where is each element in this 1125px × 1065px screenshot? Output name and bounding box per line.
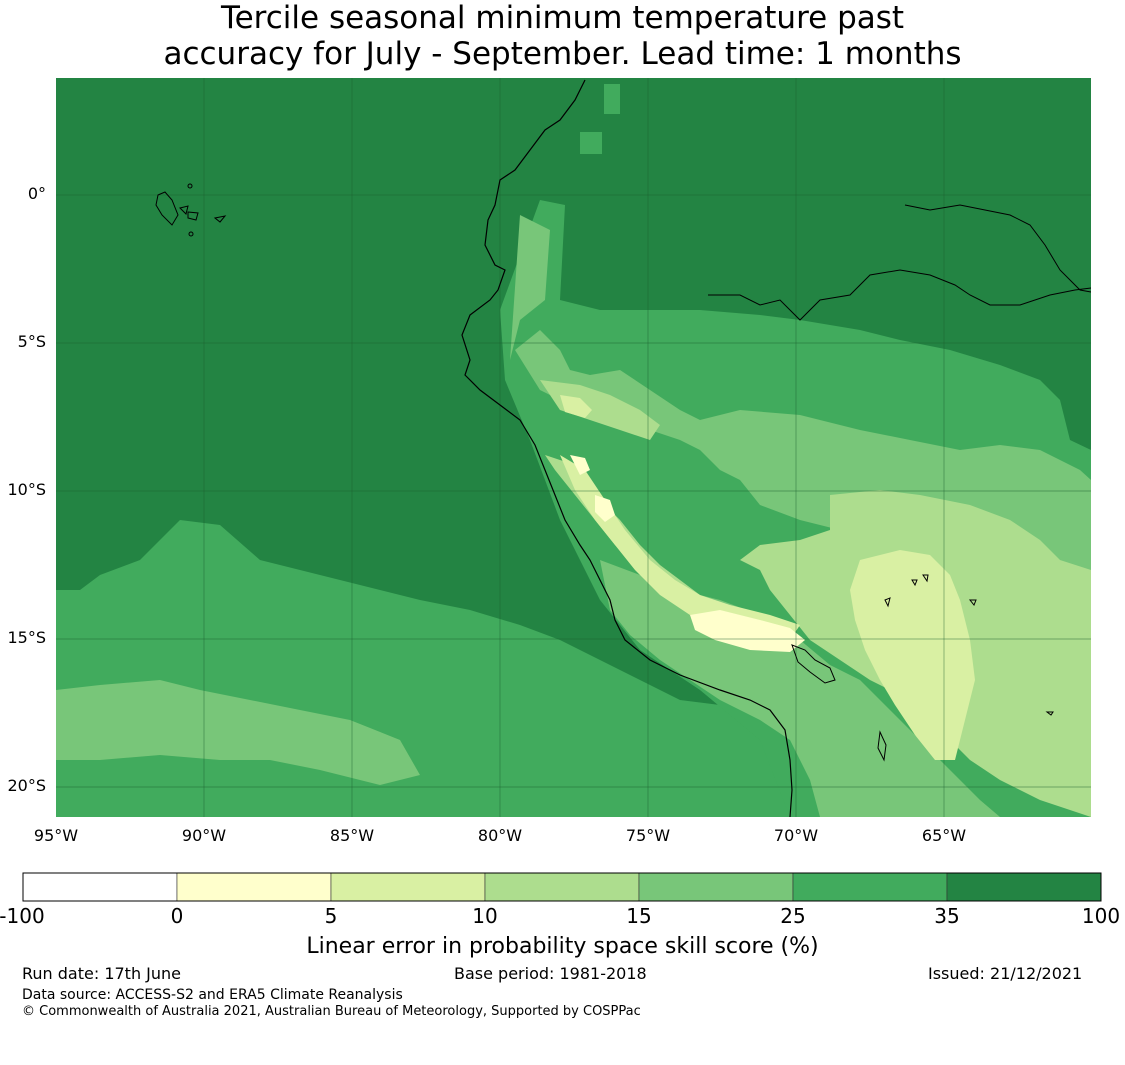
map-title: Tercile seasonal minimum temperature pas… xyxy=(0,0,1125,72)
colorbar-tick-label: -100 xyxy=(0,904,45,928)
lat-label-15s: 15°S xyxy=(7,628,46,647)
copyright: © Commonwealth of Australia 2021, Austra… xyxy=(22,1004,641,1019)
colorbar-tick-label: 15 xyxy=(626,904,652,928)
colorbar xyxy=(22,872,1102,902)
base-period: Base period: 1981-2018 xyxy=(454,964,647,983)
lon-label-85w: 85°W xyxy=(329,826,375,845)
data-source: Data source: ACCESS-S2 and ERA5 Climate … xyxy=(22,987,403,1003)
colorbar-segment xyxy=(792,872,948,902)
lon-label-75w: 75°W xyxy=(625,826,671,845)
run-date: Run date: 17th June xyxy=(22,964,182,983)
lat-label-10s: 10°S xyxy=(7,480,46,499)
colorbar-segment xyxy=(484,872,640,902)
colorbar-segment xyxy=(22,872,178,902)
colorbar-tick-label: 100 xyxy=(1081,904,1121,928)
colorbar-tick-label: 10 xyxy=(472,904,498,928)
lake-titicaca xyxy=(791,644,836,684)
river xyxy=(708,204,1091,321)
colorbar-segment xyxy=(176,872,332,902)
lon-label-65w: 65°W xyxy=(921,826,967,845)
galapagos-islands xyxy=(155,183,227,237)
title-line-2: accuracy for July - September. Lead time… xyxy=(163,36,962,72)
colorbar-tick-label: 35 xyxy=(934,904,960,928)
colorbar-tick-label: 0 xyxy=(170,904,184,928)
colorbar-border xyxy=(22,872,1102,902)
lon-label-70w: 70°W xyxy=(773,826,819,845)
colorbar-tick-label: 5 xyxy=(324,904,338,928)
lat-label-5s: 5°S xyxy=(17,332,46,351)
title-line-1: Tercile seasonal minimum temperature pas… xyxy=(220,0,905,36)
lat-label-0: 0° xyxy=(27,184,46,203)
region-skill-0-5 xyxy=(570,455,805,652)
colorbar-segment xyxy=(946,872,1102,902)
lon-label-80w: 80°W xyxy=(477,826,523,845)
issued-date: Issued: 21/12/2021 xyxy=(928,964,1083,983)
colorbar-segment xyxy=(330,872,486,902)
graticule xyxy=(56,78,1091,817)
colorbar-tick-label: 25 xyxy=(780,904,806,928)
coastline xyxy=(461,79,793,817)
lon-label-95w: 95°W xyxy=(33,826,79,845)
lat-label-20s: 20°S xyxy=(7,776,46,795)
colorbar-title: Linear error in probability space skill … xyxy=(306,934,819,959)
colorbar-segment xyxy=(638,872,794,902)
lon-label-90w: 90°W xyxy=(181,826,227,845)
